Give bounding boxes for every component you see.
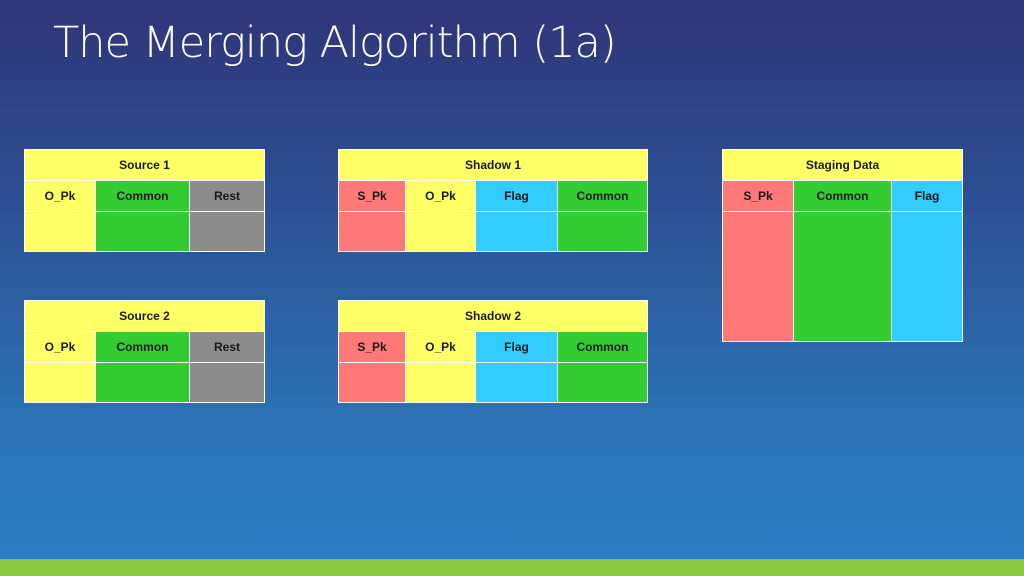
column-header: S_Pk — [338, 180, 406, 212]
staging-data-table: Staging Data S_Pk Common Flag — [722, 149, 963, 342]
data-cell — [95, 211, 190, 252]
column-header: Rest — [189, 180, 265, 212]
table-title: Shadow 1 — [337, 149, 649, 181]
column-header: O_Pk — [405, 331, 476, 363]
column-header: Flag — [475, 180, 558, 212]
column-header: Flag — [891, 180, 963, 212]
data-cell — [24, 211, 96, 252]
column-header: Common — [556, 180, 649, 212]
data-cell — [405, 362, 476, 403]
column-header: O_Pk — [405, 180, 476, 212]
data-cell — [475, 211, 558, 252]
data-cell — [891, 211, 963, 342]
column-header: S_Pk — [722, 180, 794, 212]
table-title: Shadow 2 — [337, 300, 649, 332]
column-header: Common — [556, 331, 649, 363]
data-cell — [24, 362, 96, 403]
shadow-1-table: Shadow 1 S_Pk O_Pk Flag Common — [337, 149, 649, 252]
table-title: Source 2 — [24, 300, 265, 332]
data-cell — [475, 362, 558, 403]
footer-accent-bar — [0, 559, 1024, 576]
slide-title: The Merging Algorithm (1a) — [53, 18, 617, 68]
data-cell — [722, 211, 794, 342]
data-cell — [338, 211, 406, 252]
table-title: Source 1 — [24, 149, 265, 181]
shadow-2-table: Shadow 2 S_Pk O_Pk Flag Common — [337, 300, 649, 403]
column-header: Flag — [475, 331, 558, 363]
data-cell — [95, 362, 190, 403]
data-cell — [189, 362, 265, 403]
data-cell — [556, 362, 649, 403]
source-1-table: Source 1 O_Pk Common Rest — [24, 149, 265, 252]
table-title: Staging Data — [722, 149, 963, 181]
column-header: S_Pk — [338, 331, 406, 363]
column-header: Common — [95, 180, 190, 212]
data-cell — [405, 211, 476, 252]
column-header: Rest — [189, 331, 265, 363]
data-cell — [556, 211, 649, 252]
data-cell — [189, 211, 265, 252]
data-cell — [793, 211, 892, 342]
column-header: Common — [95, 331, 190, 363]
data-cell — [338, 362, 406, 403]
source-2-table: Source 2 O_Pk Common Rest — [24, 300, 265, 403]
column-header: O_Pk — [24, 331, 96, 363]
column-header: O_Pk — [24, 180, 96, 212]
column-header: Common — [793, 180, 892, 212]
